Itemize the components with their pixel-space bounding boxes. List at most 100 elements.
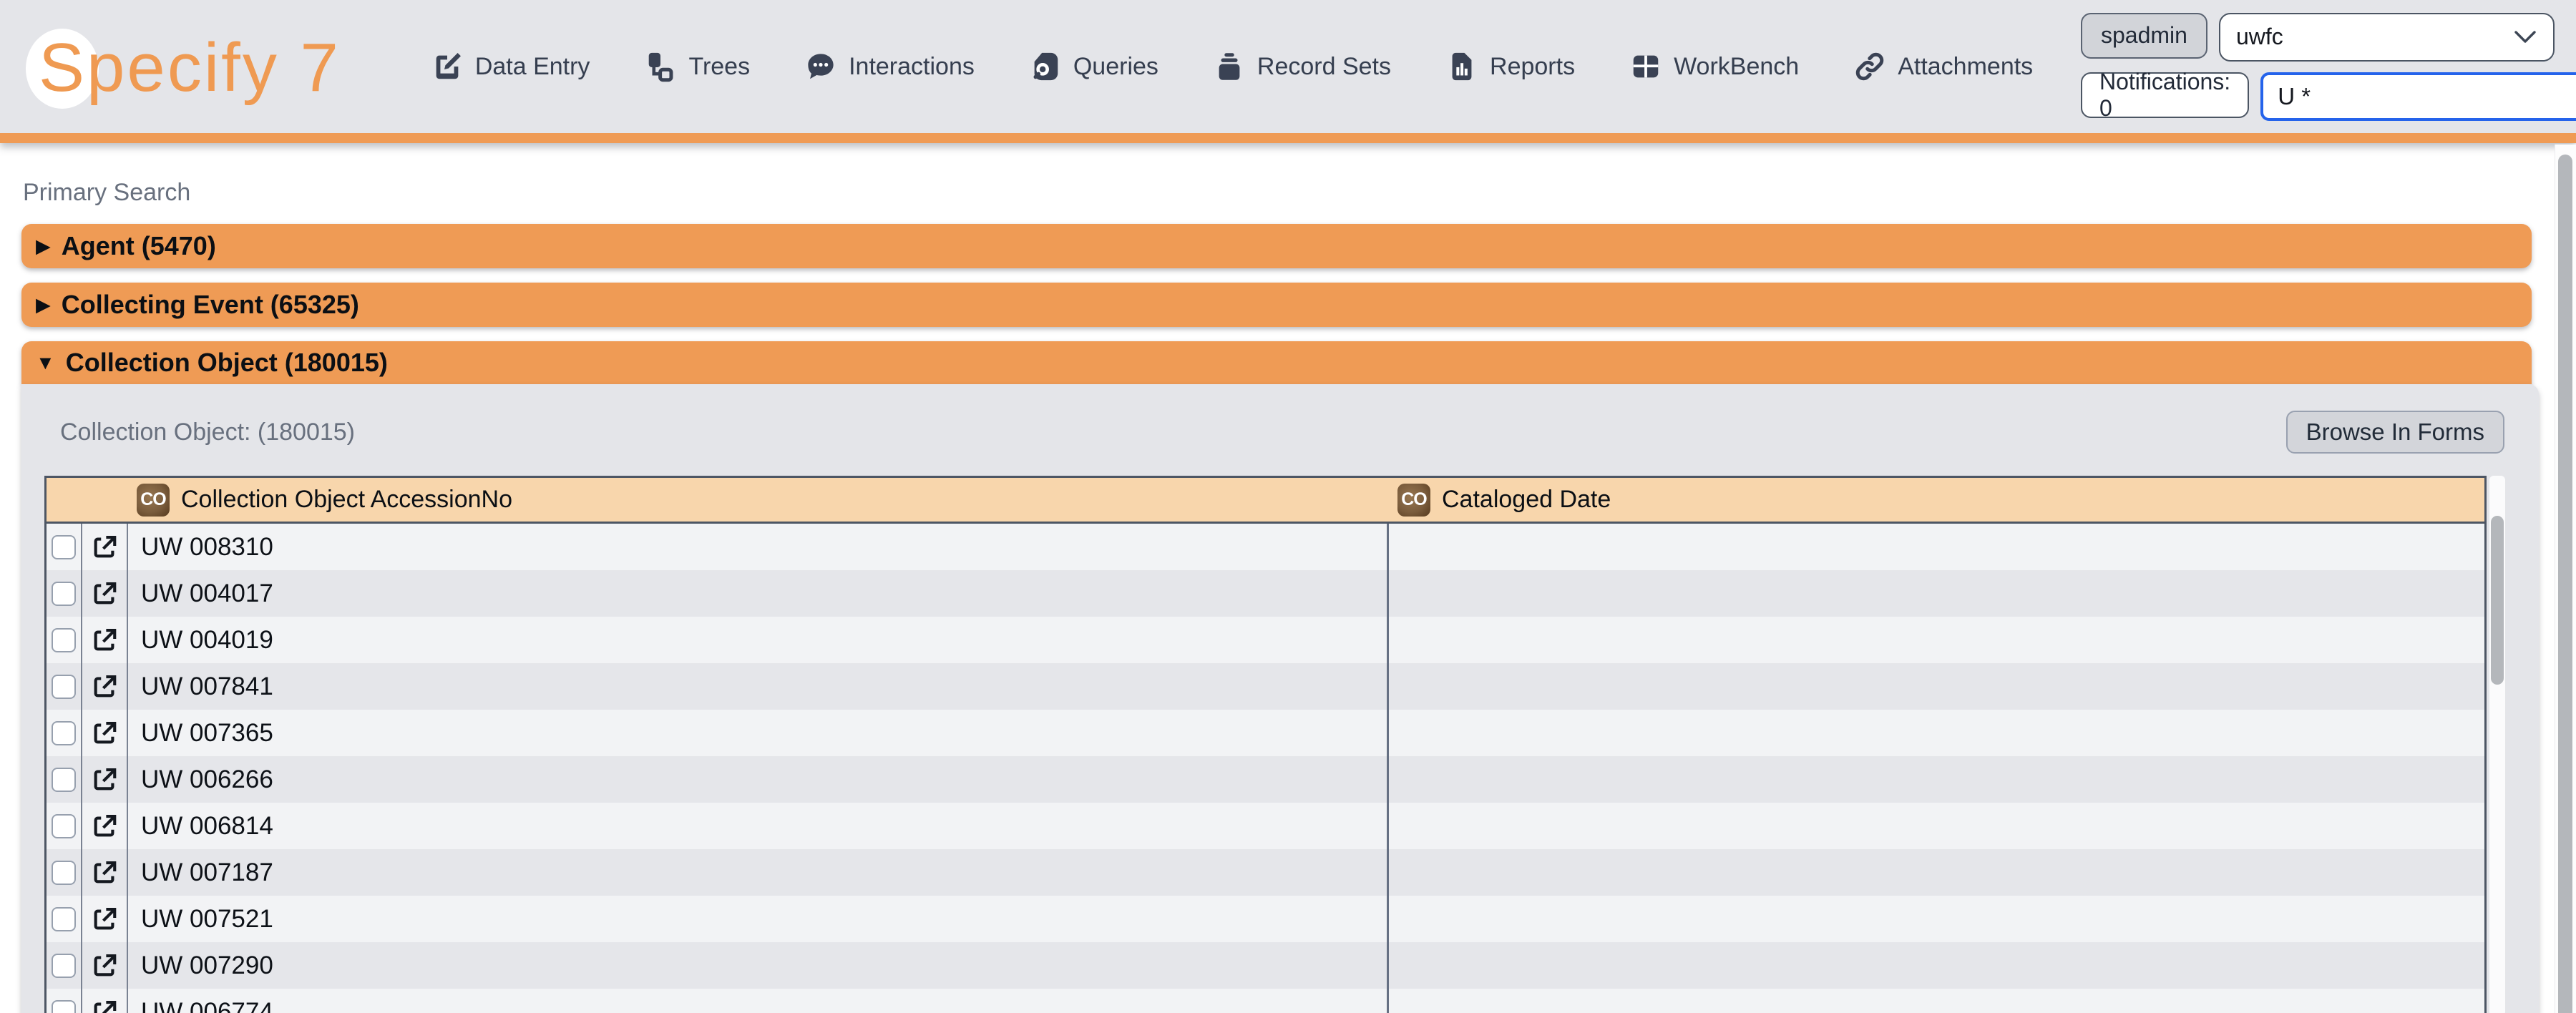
- nav-item-record-sets[interactable]: Record Sets: [1213, 50, 1391, 83]
- workbench-icon: [1633, 55, 1659, 78]
- accordion-collection-object[interactable]: ▼ Collection Object (180015): [21, 341, 2532, 384]
- accession-cell[interactable]: UW 007187: [128, 849, 1389, 896]
- search-results-page: Primary Search ▶ Agent (5470) ▶ Collecti…: [0, 179, 2576, 1013]
- open-record-icon[interactable]: [91, 534, 118, 561]
- cataloged-date-cell[interactable]: [1389, 942, 2484, 989]
- column-header-label: Collection Object AccessionNo: [181, 486, 513, 513]
- accession-cell[interactable]: UW 004019: [128, 617, 1389, 663]
- row-select-cell: [47, 663, 82, 710]
- nav-item-queries[interactable]: Queries: [1029, 50, 1158, 83]
- table-row: UW 007290: [47, 942, 2484, 989]
- page-title: Primary Search: [23, 179, 191, 206]
- attachments-icon: [1855, 52, 1884, 81]
- row-select-cell: [47, 756, 82, 803]
- open-record-icon[interactable]: [91, 580, 118, 607]
- column-header-label: Cataloged Date: [1442, 486, 1611, 513]
- row-checkbox[interactable]: [52, 767, 76, 792]
- cataloged-date-cell[interactable]: [1389, 524, 2484, 570]
- nav-item-interactions[interactable]: Interactions: [804, 50, 975, 83]
- row-checkbox[interactable]: [52, 953, 76, 978]
- row-select-cell: [47, 896, 82, 942]
- accession-cell[interactable]: UW 007365: [128, 710, 1389, 756]
- cataloged-date-cell[interactable]: [1389, 849, 2484, 896]
- column-header-cataloged-date[interactable]: CO Cataloged Date: [1389, 478, 2484, 522]
- main-nav: Data Entry Trees Interactions: [409, 50, 2055, 83]
- table-row: UW 007365: [47, 710, 2484, 756]
- cataloged-date-cell[interactable]: [1389, 617, 2484, 663]
- row-checkbox[interactable]: [52, 581, 76, 606]
- notifications-button[interactable]: Notifications: 0: [2081, 69, 2250, 121]
- accession-cell[interactable]: UW 008310: [128, 524, 1389, 570]
- row-select-cell: [47, 524, 82, 570]
- row-open-cell: [82, 803, 128, 849]
- table-header-row: CO Collection Object AccessionNo CO Cata…: [47, 478, 2484, 524]
- accordion-agent[interactable]: ▶ Agent (5470): [21, 224, 2532, 268]
- open-record-icon[interactable]: [91, 999, 118, 1013]
- accordion-collecting-event[interactable]: ▶ Collecting Event (65325): [21, 283, 2532, 327]
- cataloged-date-cell[interactable]: [1389, 663, 2484, 710]
- row-select-cell: [47, 570, 82, 617]
- row-checkbox[interactable]: [52, 999, 76, 1013]
- cataloged-date-cell[interactable]: [1389, 710, 2484, 756]
- expanded-triangle-icon: ▼: [36, 351, 55, 373]
- row-select-cell: [47, 617, 82, 663]
- nav-item-reports[interactable]: Reports: [1445, 50, 1575, 83]
- page-scrollbar-thumb[interactable]: [2558, 155, 2572, 1013]
- nav-item-data-entry[interactable]: Data Entry: [431, 50, 590, 83]
- nav-item-attachments[interactable]: Attachments: [1853, 50, 2033, 83]
- cataloged-date-cell[interactable]: [1389, 803, 2484, 849]
- open-record-icon[interactable]: [91, 952, 118, 979]
- column-header-accessionno[interactable]: CO Collection Object AccessionNo: [47, 478, 1389, 522]
- nav-label: WorkBench: [1674, 52, 1800, 80]
- collection-object-badge: CO: [1397, 483, 1430, 517]
- accession-cell[interactable]: UW 006266: [128, 756, 1389, 803]
- cataloged-date-cell[interactable]: [1389, 989, 2484, 1013]
- nav-item-trees[interactable]: Trees: [644, 50, 750, 83]
- browse-in-forms-button[interactable]: Browse In Forms: [2285, 411, 2504, 454]
- logo-text: Specify 7: [39, 29, 341, 106]
- page-scrollbar[interactable]: [2555, 145, 2576, 1013]
- open-record-icon[interactable]: [91, 859, 118, 886]
- accession-cell[interactable]: UW 007521: [128, 896, 1389, 942]
- row-checkbox[interactable]: [52, 534, 76, 559]
- row-checkbox[interactable]: [52, 627, 76, 652]
- queries-icon: [1033, 52, 1058, 81]
- row-checkbox[interactable]: [52, 860, 76, 885]
- accession-cell[interactable]: UW 007290: [128, 942, 1389, 989]
- table-scrollbar-thumb[interactable]: [2491, 516, 2504, 685]
- row-checkbox[interactable]: [52, 906, 76, 931]
- open-record-icon[interactable]: [91, 627, 118, 654]
- accession-cell[interactable]: UW 006814: [128, 803, 1389, 849]
- nav-item-workbench[interactable]: WorkBench: [1629, 50, 1799, 83]
- table-body: UW 008310 UW 004017: [47, 524, 2484, 1013]
- current-user-button[interactable]: spadmin: [2081, 12, 2207, 59]
- row-open-cell: [82, 524, 128, 570]
- specify-logo[interactable]: Specify 7: [21, 13, 383, 120]
- collection-select[interactable]: uwfc: [2218, 12, 2555, 62]
- search-input[interactable]: [2276, 82, 2576, 111]
- accession-cell[interactable]: UW 004017: [128, 570, 1389, 617]
- table-scrollbar[interactable]: [2489, 476, 2505, 1013]
- row-open-cell: [82, 570, 128, 617]
- row-open-cell: [82, 989, 128, 1013]
- open-record-icon[interactable]: [91, 673, 118, 700]
- accession-cell[interactable]: UW 007841: [128, 663, 1389, 710]
- row-open-cell: [82, 663, 128, 710]
- account-controls: spadmin uwfc Notifications: 0: [2081, 12, 2576, 121]
- cataloged-date-cell[interactable]: [1389, 896, 2484, 942]
- open-record-icon[interactable]: [91, 766, 118, 793]
- row-checkbox[interactable]: [52, 674, 76, 699]
- row-open-cell: [82, 942, 128, 989]
- cataloged-date-cell[interactable]: [1389, 756, 2484, 803]
- accession-number: UW 004019: [141, 625, 273, 654]
- open-record-icon[interactable]: [91, 813, 118, 840]
- row-select-cell: [47, 942, 82, 989]
- cataloged-date-cell[interactable]: [1389, 570, 2484, 617]
- accordion-label: Collection Object (180015): [65, 348, 388, 377]
- row-checkbox[interactable]: [52, 720, 76, 745]
- accession-cell[interactable]: UW 006774: [128, 989, 1389, 1013]
- row-checkbox[interactable]: [52, 813, 76, 838]
- open-record-icon[interactable]: [91, 720, 118, 747]
- open-record-icon[interactable]: [91, 906, 118, 933]
